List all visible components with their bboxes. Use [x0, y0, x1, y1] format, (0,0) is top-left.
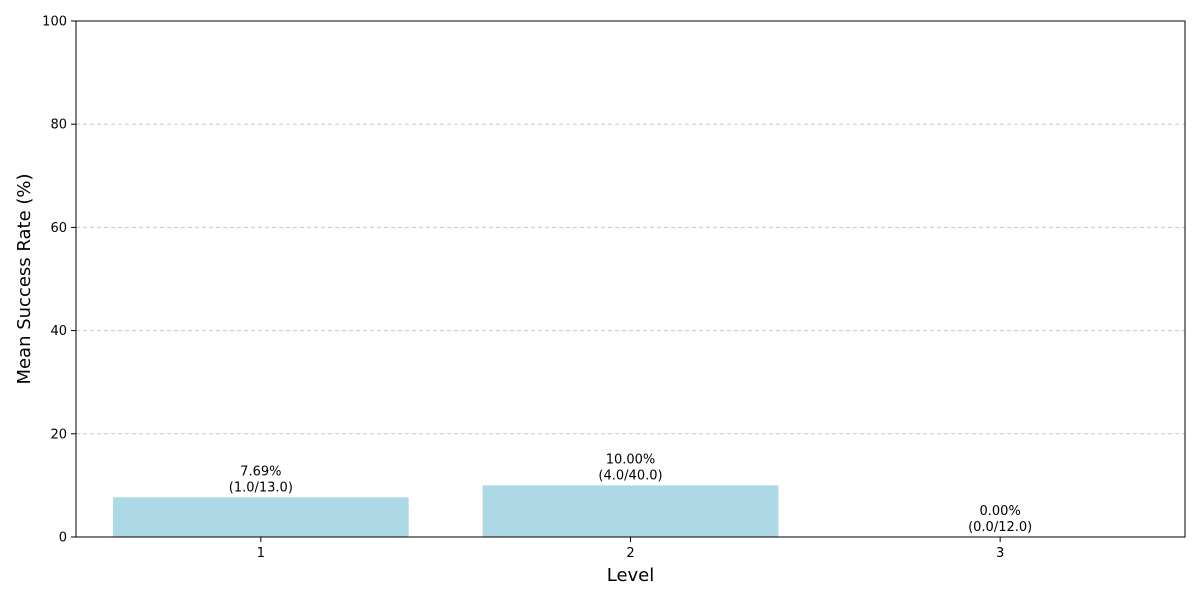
y-axis-ticks: 0 20 40 60 80 100: [42, 15, 76, 546]
bar-value-labels: 7.69%(1.0/13.0) 10.00%(4.0/40.0) 0.00%(0.0…: [229, 452, 1032, 535]
bar-count-label: (0.0/12.0): [968, 520, 1032, 535]
bar: [482, 485, 779, 537]
x-axis-ticks: 1 2 3: [257, 537, 1004, 561]
x-tick-label: 1: [257, 546, 265, 561]
y-tick-label: 80: [50, 118, 67, 133]
bar-value-label: 7.69%: [240, 464, 281, 479]
bar-value-label: 0.00%: [980, 504, 1021, 519]
bar-count-label: (1.0/13.0): [229, 480, 293, 495]
y-tick-label: 40: [50, 324, 67, 339]
bar-count-label: (4.0/40.0): [598, 468, 662, 483]
bar: [112, 497, 409, 537]
y-tick-label: 20: [50, 427, 67, 442]
bars: [112, 485, 779, 537]
y-axis-label: Mean Success Rate (%): [14, 173, 35, 384]
y-tick-label: 60: [50, 221, 67, 236]
y-tick-label: 100: [42, 15, 67, 30]
x-tick-label: 3: [996, 546, 1004, 561]
bar-value-label: 10.00%: [606, 452, 656, 467]
x-axis-label: Level: [607, 565, 655, 586]
gridlines: [76, 123, 1185, 435]
y-tick-label: 0: [59, 531, 67, 546]
x-tick-label: 2: [626, 546, 634, 561]
